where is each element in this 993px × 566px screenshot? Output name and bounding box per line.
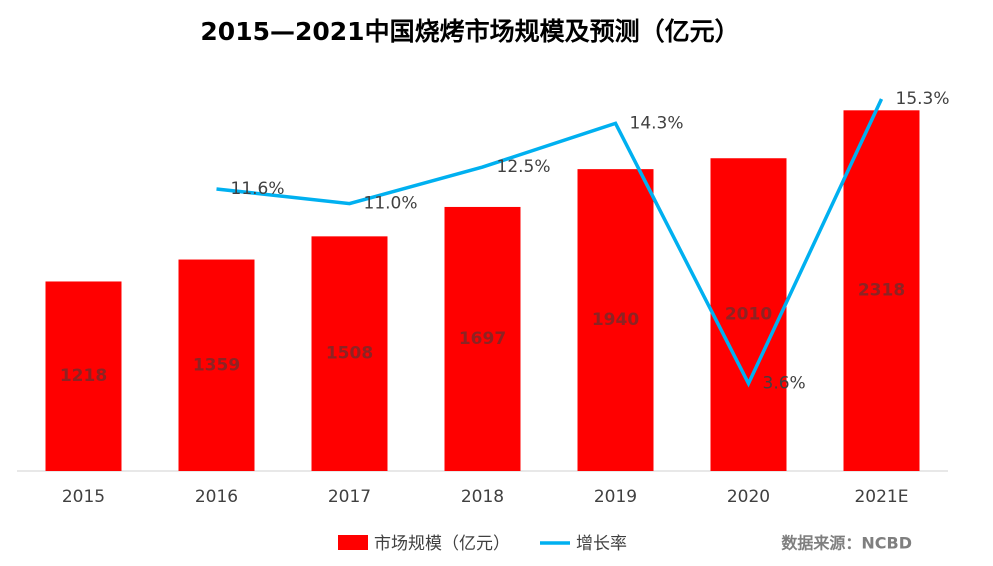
- bar-value-label: 1940: [592, 310, 639, 330]
- bar-value-label: 1508: [326, 344, 373, 364]
- legend-label: 增长率: [576, 534, 627, 554]
- x-tick-label: 2021E: [854, 487, 908, 507]
- x-tick-label: 2018: [461, 487, 504, 507]
- line-value-label: 14.3%: [630, 113, 684, 133]
- x-tick-label: 2020: [727, 487, 770, 507]
- legend-swatch: [338, 535, 368, 550]
- line-value-label: 11.6%: [231, 179, 285, 199]
- bar: [710, 158, 787, 471]
- bar: [45, 281, 122, 471]
- line-value-label: 3.6%: [763, 373, 806, 393]
- x-tick-label: 2019: [594, 487, 637, 507]
- bar: [843, 110, 920, 471]
- x-tick-label: 2016: [195, 487, 238, 507]
- bar: [178, 259, 255, 471]
- bar-value-label: 2318: [858, 281, 905, 301]
- source: 数据来源：NCBD: [781, 534, 912, 553]
- x-tick-label: 2017: [328, 487, 371, 507]
- line-value-label: 12.5%: [497, 157, 551, 177]
- line: [216, 98, 884, 388]
- bar: [444, 206, 521, 472]
- line-value-label: 15.3%: [896, 89, 950, 109]
- bar-value-label: 1218: [60, 366, 107, 386]
- x-tick-label: 2015: [62, 487, 105, 507]
- bar: [577, 169, 654, 472]
- bar-value-label: 2010: [725, 305, 772, 325]
- bar: [311, 236, 388, 471]
- line-value-label: 11.0%: [364, 194, 418, 214]
- bar-value-label: 1697: [459, 329, 506, 349]
- bar-value-label: 1359: [193, 355, 240, 375]
- legend-label: 市场规模（亿元）: [374, 534, 510, 554]
- chart-title: 2015—2021中国烧烤市场规模及预测（亿元）: [200, 17, 739, 46]
